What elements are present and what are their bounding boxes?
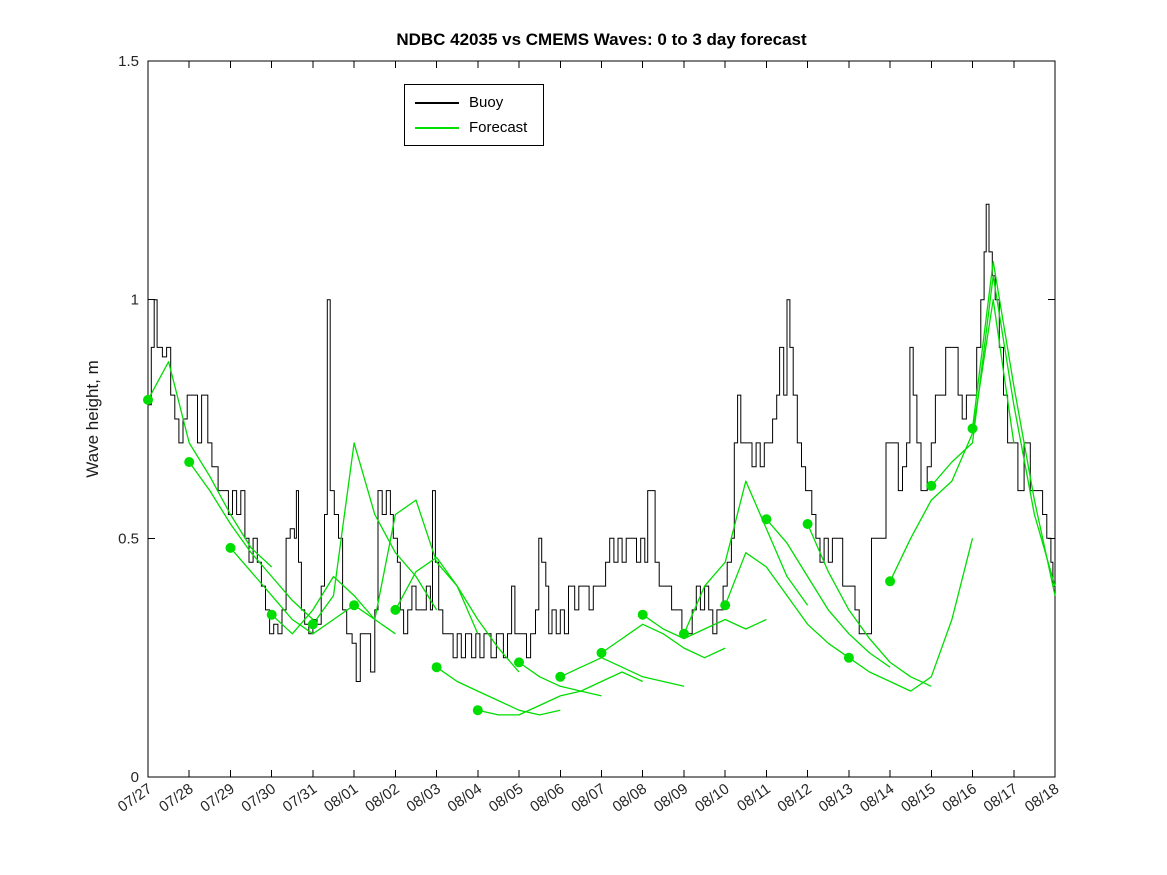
- forecast-line: [353, 499, 479, 635]
- x-tick-label: 08/04: [445, 780, 486, 815]
- x-tick-label: 08/09: [651, 780, 692, 815]
- x-tick-label: 08/10: [692, 780, 733, 815]
- forecast-start-marker: [967, 423, 978, 434]
- x-tick-label: 08/17: [981, 780, 1022, 815]
- legend-swatch-forecast: [415, 126, 459, 129]
- forecast-line: [271, 575, 396, 635]
- forecast-line: [312, 442, 438, 625]
- x-tick-label: 08/05: [486, 780, 527, 815]
- forecast-line: [518, 661, 643, 692]
- forecast-line: [930, 275, 1056, 587]
- forecast-start-marker: [390, 604, 401, 615]
- legend: Buoy Forecast: [404, 84, 545, 146]
- forecast-start-marker: [225, 542, 236, 553]
- forecast-line: [765, 518, 891, 668]
- x-tick-label: 07/31: [280, 780, 321, 815]
- y-tick-label: 0: [131, 769, 139, 786]
- y-tick-label: 1: [131, 292, 139, 309]
- forecast-line: [683, 480, 809, 635]
- forecast-start-marker: [885, 576, 896, 587]
- forecast-start-marker: [184, 457, 195, 467]
- forecast-start-marker: [555, 671, 566, 682]
- x-tick-label: 08/14: [857, 780, 898, 815]
- forecast-line: [147, 361, 273, 568]
- forecast-start-marker: [349, 600, 360, 611]
- forecast-line: [230, 547, 355, 635]
- forecast-start-marker: [679, 628, 689, 639]
- x-tick-label: 07/30: [238, 780, 279, 815]
- forecast-start-marker: [802, 519, 813, 529]
- forecast-line: [560, 657, 685, 687]
- y-tick-label: 0.5: [118, 530, 139, 547]
- forecast-line: [848, 538, 974, 692]
- forecast-start-marker: [307, 619, 318, 630]
- forecast-start-marker: [514, 657, 524, 668]
- x-tick-label: 08/08: [610, 780, 651, 815]
- forecast-start-marker: [431, 662, 442, 673]
- forecast-line: [394, 556, 520, 673]
- legend-item-forecast: Forecast: [415, 115, 527, 140]
- x-tick-label: 07/28: [156, 780, 197, 815]
- y-axis-label: Wave height, m: [83, 360, 102, 478]
- x-tick-label: 08/16: [939, 780, 980, 815]
- x-tick-label: 08/12: [774, 780, 815, 815]
- legend-label-buoy: Buoy: [469, 94, 504, 111]
- forecast-start-marker: [596, 647, 607, 658]
- forecast-line: [889, 299, 1015, 582]
- forecast-start-marker: [843, 652, 854, 663]
- y-tick-label: 1.5: [118, 53, 139, 70]
- forecast-start-marker: [143, 394, 153, 405]
- x-tick-label: 08/15: [898, 780, 939, 815]
- axes-box: [147, 60, 1056, 778]
- x-tick-label: 08/18: [1022, 780, 1063, 815]
- legend-item-buoy: Buoy: [415, 90, 527, 115]
- x-tick-label: 08/02: [362, 780, 403, 815]
- x-tick-label: 08/06: [527, 780, 568, 815]
- forecast-start-marker: [926, 480, 937, 491]
- forecast-line: [807, 523, 932, 687]
- forecast-line: [601, 623, 726, 659]
- forecast-line: [436, 666, 561, 716]
- legend-label-forecast: Forecast: [469, 119, 528, 136]
- forecast-line: [477, 690, 602, 716]
- forecast-line: [642, 614, 767, 640]
- forecast-start-marker: [637, 609, 648, 620]
- x-tick-label: 08/11: [734, 780, 774, 815]
- buoy-series-line: [148, 203, 1056, 682]
- forecast-start-marker: [472, 705, 483, 716]
- forecast-start-marker: [761, 514, 772, 525]
- forecast-line: [724, 552, 850, 659]
- x-tick-label: 08/03: [403, 780, 444, 815]
- chart-title: NDBC 42035 vs CMEMS Waves: 0 to 3 day fo…: [396, 30, 807, 49]
- forecast-line: [971, 260, 1056, 596]
- x-tick-label: 08/01: [321, 780, 362, 815]
- x-tick-label: 08/13: [816, 780, 857, 815]
- forecast-line: [188, 461, 314, 620]
- forecast-start-marker: [720, 600, 731, 611]
- x-tick-label: 08/07: [568, 780, 609, 815]
- x-tick-label: 07/29: [197, 780, 238, 815]
- legend-swatch-buoy: [415, 101, 459, 104]
- forecast-start-marker: [266, 609, 277, 620]
